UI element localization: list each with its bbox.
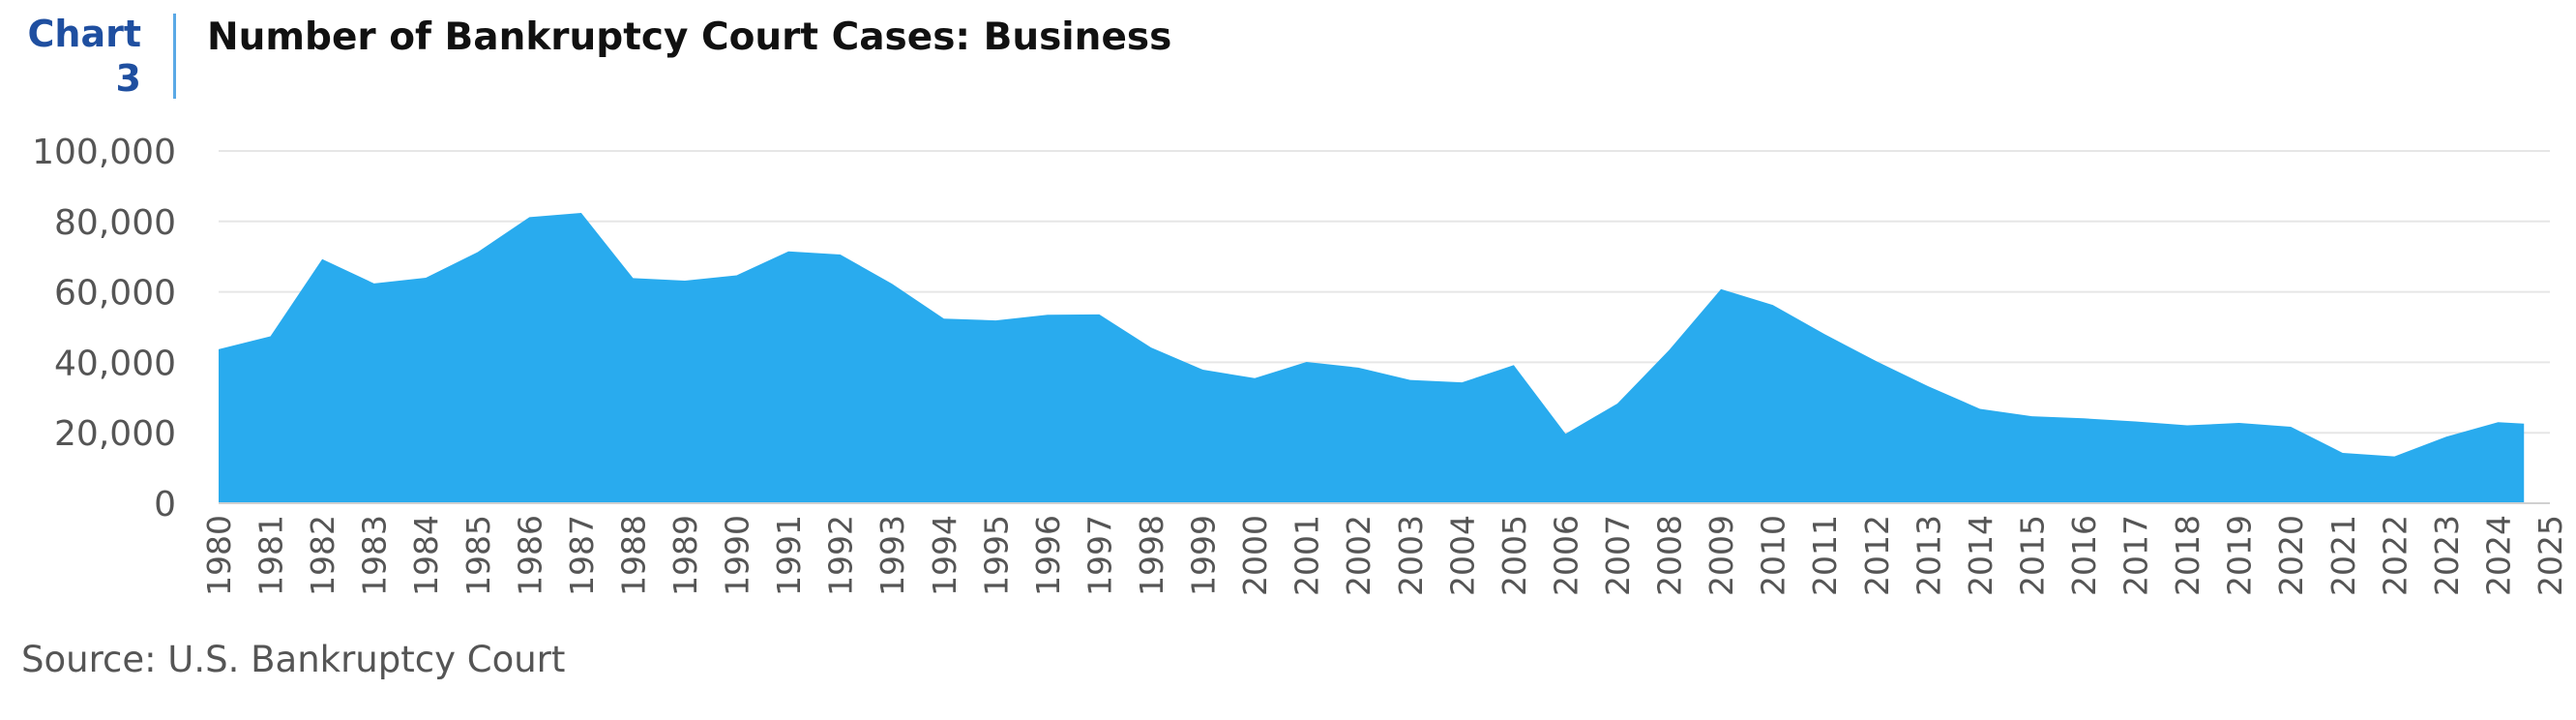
- x-tick-label: 2005: [1495, 515, 1533, 596]
- x-tick-label: 1998: [1133, 515, 1170, 596]
- y-tick-label: 60,000: [54, 274, 176, 314]
- x-tick-label: 1999: [1185, 515, 1223, 596]
- x-tick-label: 2024: [2479, 515, 2517, 596]
- x-tick-label: 1984: [407, 515, 445, 596]
- y-tick-label: 0: [154, 485, 176, 525]
- x-tick-label: 2013: [1910, 515, 1947, 596]
- x-tick-label: 1995: [977, 515, 1015, 596]
- chart-label-word: Chart: [27, 13, 142, 55]
- x-tick-label: 2004: [1443, 515, 1481, 596]
- x-axis: 1980 1981 1982 1983 1984 1985 1986 1987 1988 1989…: [200, 502, 2569, 596]
- chart-title: Number of Bankruptcy Court Cases: Busine…: [207, 15, 1172, 59]
- x-tick-label: 1980: [200, 515, 238, 596]
- x-tick-label: 1997: [1081, 515, 1118, 596]
- x-tick-label: 2021: [2324, 515, 2362, 596]
- x-tick-label: 2003: [1392, 515, 1430, 596]
- source-note: Source: U.S. Bankruptcy Court: [21, 639, 566, 680]
- x-tick-label: 2008: [1651, 515, 1689, 596]
- x-tick-label: 1990: [719, 515, 756, 596]
- x-tick-label: 2001: [1288, 515, 1326, 596]
- x-tick-label: 1991: [770, 515, 808, 596]
- x-tick-label: 1985: [459, 515, 497, 596]
- y-axis: 0 20,000 40,000 60,000 80,000 100,000: [32, 133, 176, 525]
- x-tick-label: 1987: [563, 515, 601, 596]
- header-divider: [173, 14, 176, 99]
- area-series: [219, 213, 2525, 503]
- x-tick-label: 2025: [2532, 515, 2569, 596]
- x-tick-label: 1982: [304, 515, 341, 596]
- x-tick-label: 1981: [252, 515, 290, 596]
- x-tick-label: 1986: [511, 515, 548, 596]
- x-tick-label: 2016: [2065, 515, 2103, 596]
- x-tick-label: 2012: [1858, 515, 1896, 596]
- x-tick-label: 2007: [1599, 515, 1637, 596]
- x-tick-label: 2009: [1703, 515, 1740, 596]
- x-tick-label: 2010: [1755, 515, 1792, 596]
- x-tick-label: 2006: [1547, 515, 1584, 596]
- chart-number-label: Chart 3: [0, 12, 142, 101]
- y-tick-label: 100,000: [32, 133, 176, 172]
- x-tick-label: 2020: [2272, 515, 2310, 596]
- x-tick-label: 2017: [2117, 515, 2155, 596]
- x-tick-label: 2002: [1340, 515, 1377, 596]
- x-tick-label: 2000: [1236, 515, 1274, 596]
- y-tick-label: 80,000: [54, 203, 176, 243]
- y-tick-label: 20,000: [54, 414, 176, 454]
- x-tick-label: 1994: [926, 515, 963, 596]
- x-tick-label: 1988: [614, 515, 652, 596]
- x-tick-label: 1989: [666, 515, 704, 596]
- area-fill: [219, 213, 2525, 503]
- x-tick-label: 1983: [356, 515, 394, 596]
- chart-label-number: 3: [115, 57, 141, 100]
- x-tick-label: 2011: [1806, 515, 1844, 596]
- y-tick-label: 40,000: [54, 344, 176, 383]
- x-tick-label: 2018: [2169, 515, 2206, 596]
- x-tick-label: 2014: [1962, 515, 1999, 596]
- x-tick-label: 1992: [822, 515, 860, 596]
- x-tick-label: 2022: [2376, 515, 2413, 596]
- x-tick-label: 1993: [873, 515, 911, 596]
- x-tick-label: 2023: [2428, 515, 2466, 596]
- x-tick-label: 2019: [2221, 515, 2259, 596]
- x-tick-label: 2015: [2013, 515, 2051, 596]
- x-tick-label: 1996: [1029, 515, 1067, 596]
